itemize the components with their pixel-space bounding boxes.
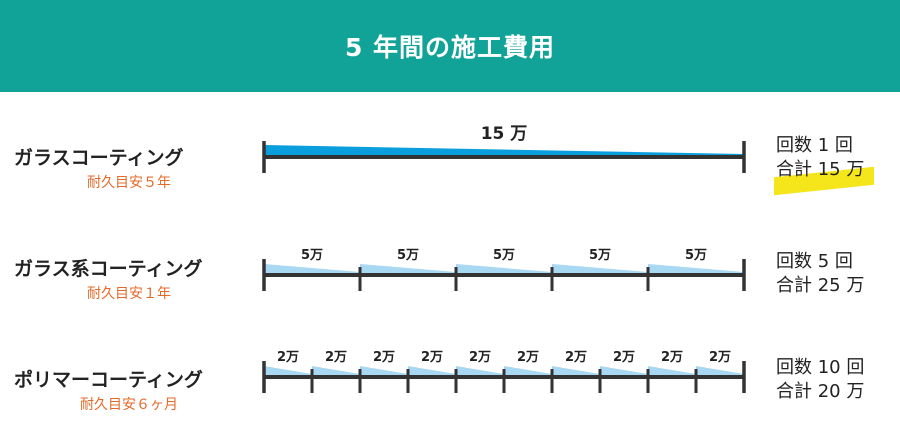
cost-wedge [408, 366, 456, 377]
cost-label: 5万 [301, 248, 323, 263]
row-count: 回数 5 回 [776, 251, 853, 272]
cost-wedge [504, 366, 552, 377]
row-total: 合計 15 万 [776, 159, 865, 180]
cost-wedge [360, 264, 456, 275]
cost-label: 5万 [493, 248, 515, 263]
cost-label: 2万 [661, 350, 683, 365]
cost-wedge [648, 366, 696, 377]
cost-wedge [312, 366, 360, 377]
row-count: 回数 1 回 [776, 135, 853, 156]
cost-label: 5万 [589, 248, 611, 263]
cost-label: 2万 [469, 350, 491, 365]
row-total: 合計 20 万 [776, 381, 865, 402]
cost-wedge [600, 366, 648, 377]
cost-wedge [264, 145, 744, 157]
cost-label: 2万 [373, 350, 395, 365]
cost-label: 2万 [565, 350, 587, 365]
row-total: 合計 25 万 [776, 275, 865, 296]
cost-label: 2万 [421, 350, 443, 365]
cost-label: 5万 [685, 248, 707, 263]
row-name: ポリマーコーティング [14, 369, 203, 391]
row-guide: 耐久目安５年 [87, 175, 171, 191]
row-result: 回数 5 回合計 25 万 [776, 250, 864, 298]
page-title: 5 年間の施工費用 [0, 0, 900, 92]
row-name: ガラスコーティング [14, 147, 184, 169]
cost-label: 5万 [397, 248, 419, 263]
cost-label: 2万 [325, 350, 347, 365]
cost-wedge [552, 264, 648, 275]
cost-wedge [360, 366, 408, 377]
row-count: 回数 10 回 [776, 357, 865, 378]
cost-wedge [552, 366, 600, 377]
cost-label: 2万 [613, 350, 635, 365]
cost-wedge [696, 366, 744, 377]
row-result: 回数 1 回合計 15 万 [776, 134, 864, 182]
row-result: 回数 10 回合計 20 万 [776, 356, 864, 404]
cost-wedge [648, 264, 744, 275]
cost-wedge [264, 264, 360, 275]
cost-wedge [456, 264, 552, 275]
cost-label: 2万 [277, 350, 299, 365]
cost-label: 2万 [709, 350, 731, 365]
cost-wedge [264, 366, 312, 377]
row-guide: 耐久目安６ヶ月 [80, 397, 178, 413]
row-name: ガラス系コーティング [14, 258, 203, 280]
cost-label: 15 万 [481, 124, 528, 144]
cost-wedge [456, 366, 504, 377]
row-guide: 耐久目安１年 [87, 286, 171, 302]
cost-label: 2万 [517, 350, 539, 365]
